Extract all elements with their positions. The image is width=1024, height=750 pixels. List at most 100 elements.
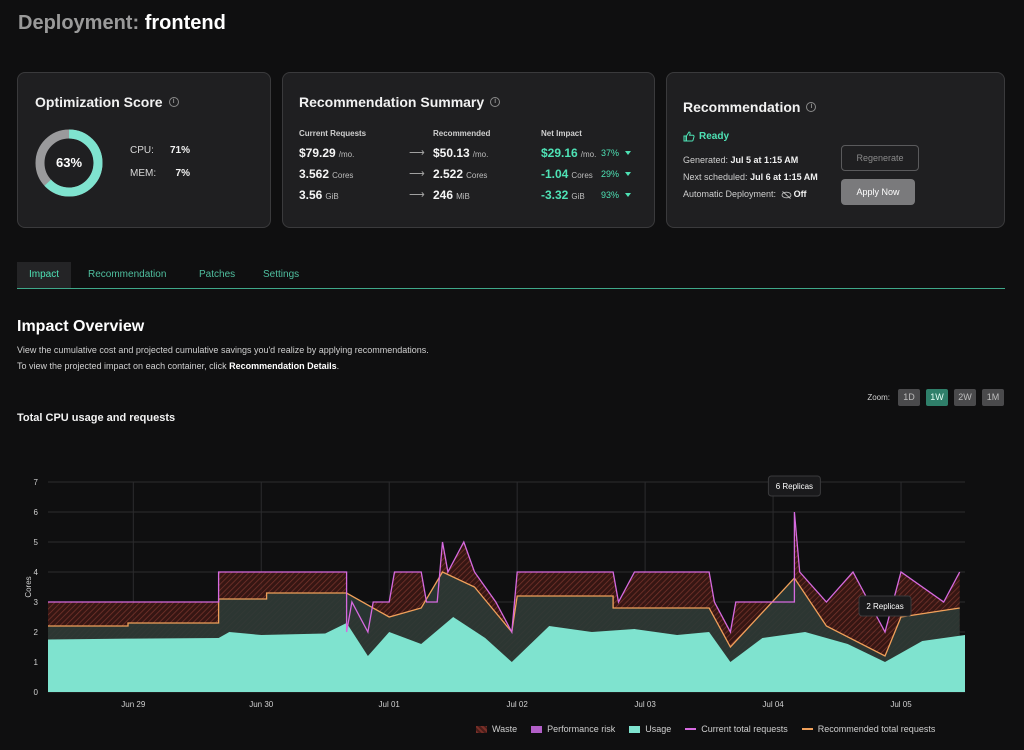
info-icon[interactable]: i (806, 102, 817, 112)
optimization-score-title: Optimization Score (35, 94, 163, 110)
y-tick-label: 4 (34, 568, 39, 577)
description-line-1: View the cumulative cost and projected c… (17, 345, 429, 355)
request-lines (48, 511, 961, 657)
zoom-1m-button[interactable]: 1M (982, 389, 1004, 406)
recommended-requests-swatch (801, 728, 813, 730)
replica-annotation: 6 Replicas (767, 475, 821, 497)
x-tick-label: Jul 04 (762, 700, 784, 709)
zoom-2w-button[interactable]: 2W (954, 389, 976, 406)
usage-series-area (48, 617, 965, 692)
header-recommended: Recommended (433, 129, 491, 138)
waste-swatch (476, 725, 487, 733)
net-memory-percent: 93% (601, 189, 632, 201)
header-current-requests: Current Requests (299, 129, 367, 138)
arrow-icon: ⟶ (409, 168, 425, 180)
impact-overview-description: View the cumulative cost and projected c… (17, 342, 429, 374)
current-requests-swatch (685, 728, 697, 730)
zoom-1d-button[interactable]: 1D (898, 389, 920, 406)
x-tick-label: Jul 03 (634, 700, 656, 709)
score-row-mem: MEM: 7% (130, 168, 190, 179)
tab-recommendation[interactable]: Recommendation (88, 269, 167, 280)
x-tick-label: Jun 29 (121, 700, 146, 709)
regenerate-button[interactable]: Regenerate (841, 145, 919, 171)
x-tick-label: Jul 02 (506, 700, 528, 709)
description-line-2: To view the projected impact on each con… (17, 361, 340, 371)
current-requests-line (48, 511, 961, 635)
recommended-memory: 246 MiB (433, 188, 470, 202)
thumbs-up-icon (683, 131, 695, 142)
x-tick-label: Jun 30 (249, 700, 274, 709)
net-memory: -3.32 GiB (541, 188, 585, 202)
score-row-cpu: CPU: 71% (130, 145, 190, 156)
risk-swatch (531, 725, 543, 733)
x-tick-label: Jul 01 (379, 700, 401, 709)
y-tick-label: 6 (34, 508, 39, 517)
usage-swatch (629, 725, 641, 733)
current-cores: 3.562 Cores (299, 167, 354, 181)
recommendation-summary-card: Recommendation Summary i Current Request… (282, 72, 655, 228)
chart-annotations: 6 Replicas 2 Replicas (767, 475, 912, 617)
legend-current-requests[interactable]: Current total requests (685, 724, 788, 734)
chart-legend: Waste Performance risk Usage Current tot… (476, 724, 935, 734)
recommended-cores: 2.522 Cores (433, 167, 488, 181)
annotation-label: 6 Replicas (776, 482, 813, 491)
eye-off-icon (781, 190, 792, 199)
legend-usage[interactable]: Usage (629, 724, 671, 734)
current-memory: 3.56 GiB (299, 188, 339, 202)
recommended-cost: $50.13 /mo. (433, 146, 489, 160)
status-badge: Ready (683, 131, 729, 142)
optimization-score-value: 63% (56, 155, 82, 170)
y-axis-label: Cores (24, 576, 33, 597)
score-mem-label: MEM: (130, 168, 157, 179)
status-text: Ready (699, 131, 730, 142)
tab-patches[interactable]: Patches (199, 269, 236, 280)
legend-performance-risk[interactable]: Performance risk (531, 724, 615, 734)
recommendation-details: Generated: Jul 5 at 1:15 AM Next schedul… (683, 155, 818, 206)
tab-impact[interactable]: Impact (17, 262, 72, 288)
net-cost-percent: 37% (601, 147, 632, 159)
score-cpu-label: CPU: (130, 145, 154, 156)
next-scheduled-line: Next scheduled: Jul 6 at 1:15 AM (683, 172, 818, 182)
replica-annotation: 2 Replicas (858, 595, 912, 617)
y-tick-label: 7 (34, 478, 39, 487)
page-title-name: frontend (144, 12, 226, 34)
caret-down-icon (625, 172, 632, 177)
apply-now-button[interactable]: Apply Now (841, 179, 915, 205)
legend-waste[interactable]: Waste (476, 724, 517, 734)
optimization-score-card: Optimization Score i 63% CPU: 71% MEM: 7… (17, 72, 271, 228)
recommendation-details-link[interactable]: Recommendation Details (229, 361, 337, 371)
net-cores-percent: 29% (601, 168, 632, 180)
score-breakdown: CPU: 71% MEM: 7% (130, 145, 190, 191)
score-mem-value: 7% (175, 168, 190, 179)
info-icon[interactable]: i (490, 97, 501, 107)
zoom-controls: Zoom: 1D 1W 2W 1M (867, 389, 1004, 406)
y-tick-label: 5 (34, 538, 39, 547)
caret-down-icon (625, 193, 632, 198)
zoom-1w-button[interactable]: 1W (926, 389, 948, 406)
chart-axes: 0 1 2 3 4 5 6 7 Jun 29 Jun 30 Jul 01 Jul 02 Jul 03 Ju… (24, 478, 912, 709)
annotation-label: 2 Replicas (866, 602, 903, 611)
recommendation-summary-heading: Recommendation Summary i (299, 94, 501, 110)
x-tick-label: Jul 05 (890, 700, 912, 709)
tab-settings[interactable]: Settings (263, 269, 300, 280)
arrow-icon: ⟶ (409, 147, 425, 159)
automatic-deployment-line: Automatic Deployment: Off (683, 189, 807, 199)
info-icon[interactable]: i (168, 97, 179, 107)
recommendation-heading: Recommendation i (683, 99, 817, 115)
generated-line: Generated: Jul 5 at 1:15 AM (683, 155, 799, 165)
y-tick-label: 1 (34, 658, 39, 667)
current-cost: $79.29 /mo. (299, 146, 355, 160)
legend-recommended-requests[interactable]: Recommended total requests (801, 724, 935, 734)
header-net-impact: Net Impact (541, 129, 582, 138)
caret-down-icon (625, 151, 632, 156)
impact-overview-title: Impact Overview (17, 318, 145, 335)
y-tick-label: 2 (34, 628, 39, 637)
net-cores: -1.04 Cores (541, 167, 593, 181)
recommended-requests-line (48, 571, 960, 657)
y-tick-label: 3 (34, 598, 39, 607)
y-tick-label: 0 (34, 688, 39, 697)
donut-arc (35, 129, 103, 197)
tab-bar: Impact Recommendation Patches Settings (17, 262, 1005, 289)
cpu-usage-chart: 0 1 2 3 4 5 6 7 Jun 29 Jun 30 Jul 01 Jul 02 Jul 03 Ju… (24, 475, 965, 709)
score-cpu-value: 71% (169, 145, 190, 156)
